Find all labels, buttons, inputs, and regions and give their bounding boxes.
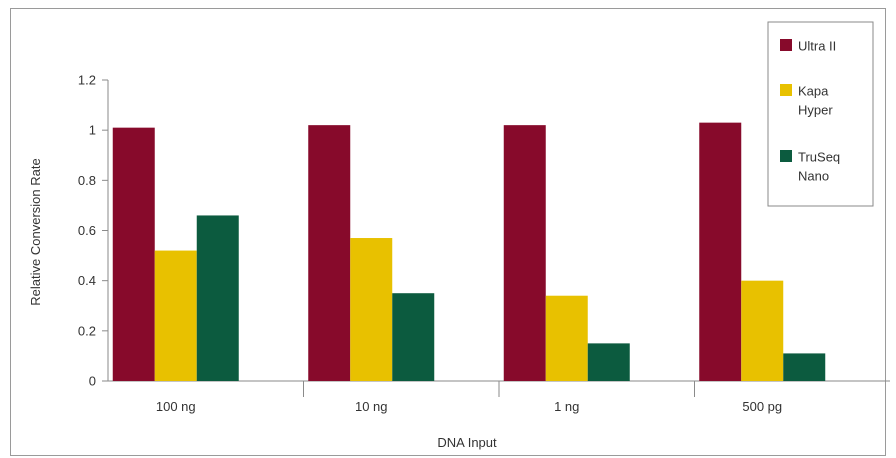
x-axis-label: DNA Input [437,435,497,450]
x-tick-label: 100 ng [156,399,196,414]
x-tick-label: 10 ng [355,399,388,414]
legend-box [767,21,874,207]
y-tick-label: 0.4 [78,273,96,288]
legend-swatch [780,150,792,162]
bars [112,122,826,382]
bar [392,293,435,381]
y-tick-label: 0 [89,374,96,389]
x-tick-label: 1 ng [554,399,579,414]
legend-label: Ultra II [798,39,836,54]
x-tick-label: 500 pg [742,399,782,414]
bar [699,122,742,382]
y-tick-label: 0.8 [78,173,96,188]
legend: Ultra II Kapa Hyper TruSeq Nano [767,21,874,207]
y-tick-label: 1 [89,123,96,138]
bar [196,215,239,381]
bar [350,238,393,381]
bar [112,127,155,382]
y-axis-label: Relative Conversion Rate [28,158,43,305]
bar [503,125,546,382]
y-tick-label: 0.6 [78,223,96,238]
bar [587,343,630,381]
bar [741,280,784,381]
y-tick-label: 1.2 [78,73,96,88]
legend-label: Kapa Hyper [798,84,833,118]
bar [545,295,588,381]
y-tick-label: 0.2 [78,323,96,338]
legend-label: TruSeq Nano [798,150,840,184]
bar [308,125,351,382]
legend-swatch [780,84,792,96]
x-ticks: 100 ng 10 ng 1 ng 500 pg [156,381,782,414]
bar [783,353,826,381]
legend-swatch [780,39,792,51]
y-ticks: 0 0.2 0.4 0.6 0.8 1 1.2 [78,73,108,389]
bar [154,250,197,381]
